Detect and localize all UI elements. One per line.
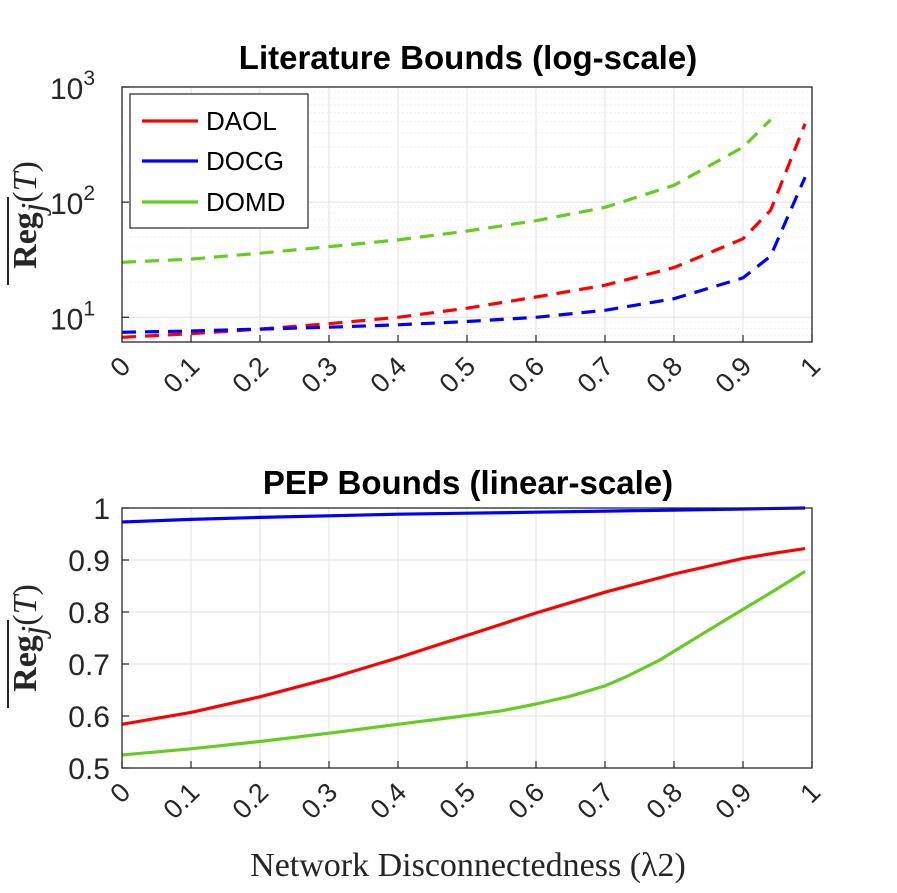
x-tick-label: 0.3: [295, 777, 343, 825]
x-tick-label: 0.8: [640, 351, 688, 399]
y-tick-base: 10: [50, 73, 83, 106]
x-tick-label: 0.8: [640, 777, 688, 825]
x-tick-label: 0.1: [157, 777, 205, 825]
x-tick-label: 0.9: [709, 351, 757, 399]
x-tick-label: 0.1: [157, 351, 205, 399]
x-tick-label: 0.4: [364, 351, 412, 399]
x-tick-label: 0.6: [502, 351, 550, 399]
y-tick-label: 1: [93, 493, 110, 526]
y-tick-label: 103: [50, 67, 95, 106]
svg-text:Regj(T): Regj(T): [7, 584, 52, 692]
y-tick-label: 0.9: [68, 545, 110, 578]
y-tick-exponent: 2: [83, 182, 95, 205]
legend-label-domd: DOMD: [206, 187, 285, 217]
x-tick-label: 1: [794, 777, 826, 809]
legend: DAOL DOCG DOMD: [129, 93, 309, 229]
x-tick-label: 0.7: [571, 351, 619, 399]
x-tick-label: 0.2: [226, 351, 274, 399]
y-tick-exponent: 1: [83, 297, 95, 320]
series-line-daol: [121, 547, 806, 726]
x-tick-label: 0.6: [502, 777, 550, 825]
legend-label-daol: DAOL: [206, 106, 277, 136]
chart-title: Literature Bounds (log-scale): [239, 39, 697, 76]
series-line-domd: [121, 570, 806, 757]
chart-title: PEP Bounds (linear-scale): [263, 464, 673, 501]
svg-text:Regj(T): Regj(T): [7, 161, 52, 269]
legend-box: [129, 93, 309, 229]
series-line-domd: [121, 118, 772, 264]
y-tick-label: 101: [50, 297, 95, 336]
x-tick-label: 0: [104, 777, 136, 809]
series-line-docg: [121, 176, 807, 334]
x-tick-label: 0: [104, 351, 136, 383]
y-tick-label: 102: [50, 182, 95, 221]
series-line-docg: [121, 506, 806, 524]
x-tick-label: 0.4: [364, 777, 412, 825]
chart-pep-bounds: PEP Bounds (linear-scale) 0.5 0.6 0.7 0.8 0.…: [7, 464, 826, 884]
y-axis-label: Regj(T): [7, 161, 52, 285]
y-tick-base: 10: [50, 303, 83, 336]
y-tick-label: 0.8: [68, 597, 110, 630]
x-tick-label: 0.2: [226, 777, 274, 825]
chart-literature-bounds: Literature Bounds (log-scale) 101102103 …: [7, 39, 826, 399]
x-tick-label: 0.5: [433, 351, 481, 399]
y-tick-label: 0.5: [68, 753, 110, 786]
y-tick-label: 0.6: [68, 701, 110, 734]
x-tick-label: 0.3: [295, 351, 343, 399]
x-tick-label: 1: [794, 351, 826, 383]
x-tick-label: 0.9: [709, 777, 757, 825]
legend-label-docg: DOCG: [206, 146, 284, 176]
x-axis-label: Network Disconnectedness (λ2): [250, 847, 686, 884]
y-axis-label: Regj(T): [7, 584, 52, 708]
y-tick-label: 0.7: [68, 649, 110, 682]
y-tick-base: 10: [50, 188, 83, 221]
x-tick-label: 0.5: [433, 777, 481, 825]
x-tick-label: 0.7: [571, 777, 619, 825]
y-tick-exponent: 3: [83, 67, 95, 90]
